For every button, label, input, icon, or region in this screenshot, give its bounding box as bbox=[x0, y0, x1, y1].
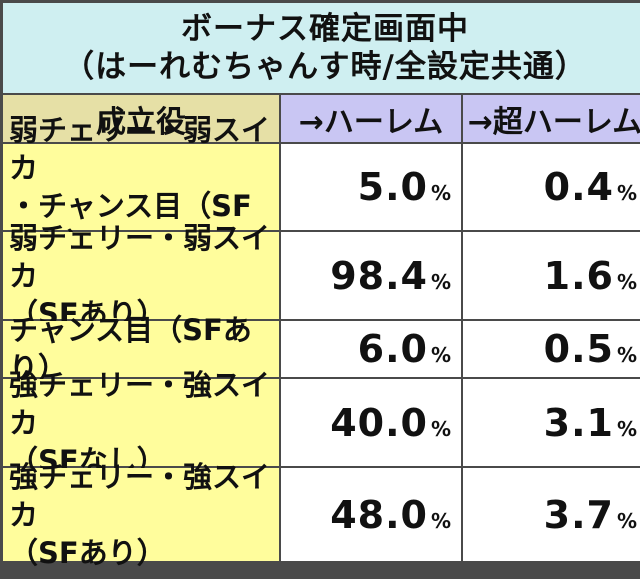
percent-unit: % bbox=[430, 416, 451, 441]
harem-value: 40.0% bbox=[281, 379, 461, 466]
percent-unit: % bbox=[430, 269, 451, 294]
table-title: ボーナス確定画面中 （はーれむちゃんす時/全設定共通） bbox=[3, 3, 640, 93]
harem-number: 5.0 bbox=[357, 165, 428, 209]
harem-number: 40.0 bbox=[330, 400, 428, 445]
harem-value: 48.0% bbox=[281, 468, 461, 561]
percent-unit: % bbox=[430, 181, 451, 205]
super-harem-number: 3.1 bbox=[543, 400, 614, 445]
percent-unit: % bbox=[616, 416, 637, 441]
harem-value: 5.0% bbox=[281, 144, 461, 230]
role-line-2: （SFあり） bbox=[9, 535, 166, 570]
harem-value: 98.4% bbox=[281, 232, 461, 319]
super-harem-number: 1.6 bbox=[543, 253, 614, 298]
row-role: 弱チェリー・弱スイカ ・チャンス目（SFなし） bbox=[3, 113, 279, 261]
super-harem-number: 3.7 bbox=[543, 492, 614, 537]
super-harem-value: 0.5% bbox=[463, 321, 640, 377]
harem-number: 98.4 bbox=[330, 253, 428, 298]
row-role: 強チェリー・強スイカ （SFなし） bbox=[3, 368, 279, 478]
role-line-1: 強チェリー・強スイカ bbox=[9, 367, 271, 440]
role-line-1: 強チェリー・強スイカ bbox=[9, 459, 271, 532]
percent-unit: % bbox=[616, 181, 637, 205]
super-harem-number: 0.4 bbox=[543, 165, 614, 209]
super-harem-value: 1.6% bbox=[463, 232, 640, 319]
header-harem: →ハーレム bbox=[281, 95, 461, 142]
header-role: 成立役 bbox=[3, 95, 279, 142]
super-harem-value: 3.1% bbox=[463, 379, 640, 466]
percent-unit: % bbox=[430, 508, 451, 533]
percent-unit: % bbox=[616, 508, 637, 533]
role-line-1: 弱チェリー・弱スイカ bbox=[9, 113, 271, 185]
percent-unit: % bbox=[430, 343, 451, 367]
harem-number: 6.0 bbox=[357, 327, 428, 371]
row-role: 弱チェリー・弱スイカ （SFあり） bbox=[3, 221, 279, 331]
super-harem-number: 0.5 bbox=[543, 327, 614, 371]
row-role: 強チェリー・強スイカ （SFあり） bbox=[3, 460, 279, 570]
title-line-2: （はーれむちゃんす時/全設定共通） bbox=[63, 49, 587, 85]
super-harem-value: 0.4% bbox=[463, 144, 640, 230]
percent-unit: % bbox=[616, 269, 637, 294]
super-harem-value: 3.7% bbox=[463, 468, 640, 561]
harem-value: 6.0% bbox=[281, 321, 461, 377]
harem-number: 48.0 bbox=[330, 492, 428, 537]
header-super-harem: →超ハーレム bbox=[463, 95, 640, 142]
role-line-1: 弱チェリー・弱スイカ bbox=[9, 220, 271, 293]
title-line-1: ボーナス確定画面中 bbox=[181, 11, 469, 47]
percent-unit: % bbox=[616, 343, 637, 367]
